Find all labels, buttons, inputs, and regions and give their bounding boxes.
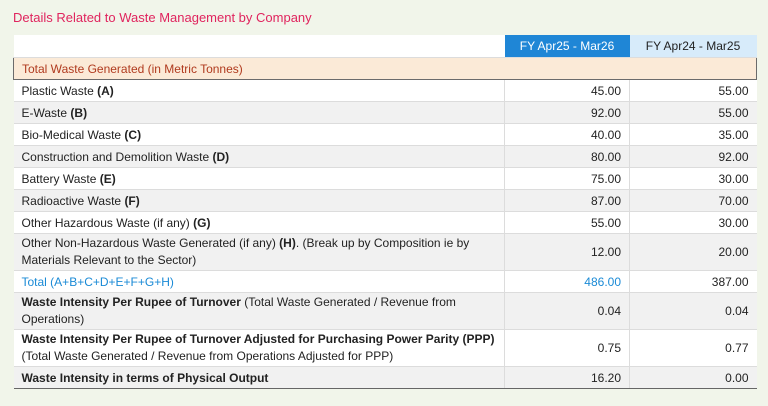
header-blank-cell xyxy=(13,35,505,58)
row-label-text: Battery Waste xyxy=(21,171,100,186)
value-previous-fy: 0.77 xyxy=(629,329,757,367)
row-label-text: Other Hazardous Waste (if any) xyxy=(21,215,194,230)
table-header-row: FY Apr25 - Mar26 FY Apr24 - Mar25 xyxy=(13,35,757,58)
value-current-fy: 486.00 xyxy=(504,270,630,293)
row-label: Plastic Waste (A) xyxy=(13,79,505,102)
row-label-bold: Waste Intensity Per Rupee of Turnover xyxy=(21,295,241,309)
waste-row: Battery Waste (E) 75.00 30.00 xyxy=(13,167,757,190)
row-label: Waste Intensity in terms of Physical Out… xyxy=(13,366,505,389)
row-label-text: (Total Waste Generated / Revenue from Op… xyxy=(21,349,394,363)
value-current-fy: 92.00 xyxy=(504,101,630,124)
row-label-bold: (A) xyxy=(97,83,114,98)
value-current-fy: 45.00 xyxy=(504,79,630,102)
row-label-bold: (C) xyxy=(124,127,142,142)
row-label-bold: (F) xyxy=(124,193,140,208)
value-previous-fy: 70.00 xyxy=(629,189,757,212)
row-label: Construction and Demolition Waste (D) xyxy=(13,145,505,168)
value-previous-fy: 0.00 xyxy=(629,366,757,389)
row-label: Total (A+B+C+D+E+F+G+H) xyxy=(13,270,505,293)
row-label: Radioactive Waste (F) xyxy=(13,189,505,212)
column-header-previous-fy[interactable]: FY Apr24 - Mar25 xyxy=(629,35,757,58)
intensity-row: Waste Intensity in terms of Physical Out… xyxy=(13,366,757,389)
value-previous-fy: 0.04 xyxy=(629,292,757,330)
row-label-bold: (B) xyxy=(70,105,88,120)
row-label: Battery Waste (E) xyxy=(13,167,505,190)
waste-row: Other Hazardous Waste (if any) (G) 55.00 3… xyxy=(13,211,757,234)
row-label-text: Plastic Waste xyxy=(21,83,98,98)
waste-row: Bio-Medical Waste (C) 40.00 35.00 xyxy=(13,123,757,146)
value-current-fy: 55.00 xyxy=(504,211,630,234)
row-label-text: Total (A+B+C+D+E+F+G+H) xyxy=(21,274,174,289)
row-label-bold: (D) xyxy=(212,149,230,164)
value-current-fy: 75.00 xyxy=(504,167,630,190)
waste-row: Other Non-Hazardous Waste Generated (if … xyxy=(13,233,757,271)
intensity-row: Waste Intensity Per Rupee of Turnover Ad… xyxy=(13,329,757,367)
value-previous-fy: 35.00 xyxy=(629,123,757,146)
waste-management-table: FY Apr25 - Mar26 FY Apr24 - Mar25 Total … xyxy=(13,35,757,389)
waste-row: Radioactive Waste (F) 87.00 70.00 xyxy=(13,189,757,212)
value-previous-fy: 55.00 xyxy=(629,101,757,124)
value-previous-fy: 30.00 xyxy=(629,211,757,234)
waste-row: E-Waste (B) 92.00 55.00 xyxy=(13,101,757,124)
row-label-text: Radioactive Waste xyxy=(21,193,125,208)
row-label-bold: Waste Intensity Per Rupee of Turnover Ad… xyxy=(21,332,495,346)
value-current-fy: 0.04 xyxy=(504,292,630,330)
row-label-bold: (E) xyxy=(99,171,116,186)
waste-row: Construction and Demolition Waste (D) 80.… xyxy=(13,145,757,168)
value-current-fy: 80.00 xyxy=(504,145,630,168)
row-label-text: (Total Waste Generated / Revenue from Op… xyxy=(21,295,456,326)
row-label-bold: (H) xyxy=(279,236,296,250)
value-previous-fy: 387.00 xyxy=(629,270,757,293)
row-label-text: Other Non-Hazardous Waste Generated (if … xyxy=(21,236,280,250)
row-label-text: Construction and Demolition Waste xyxy=(21,149,213,164)
section-title: Details Related to Waste Management by C… xyxy=(13,10,312,25)
row-label-text: E-Waste xyxy=(21,105,71,120)
intensity-row: Waste Intensity Per Rupee of Turnover (T… xyxy=(13,292,757,330)
section-header-label: Total Waste Generated (in Metric Tonnes) xyxy=(13,57,757,80)
row-label: Waste Intensity Per Rupee of Turnover (T… xyxy=(13,292,505,330)
value-previous-fy: 30.00 xyxy=(629,167,757,190)
value-current-fy: 87.00 xyxy=(504,189,630,212)
row-label-text: Bio-Medical Waste xyxy=(21,127,125,142)
column-header-current-fy[interactable]: FY Apr25 - Mar26 xyxy=(504,35,630,58)
value-previous-fy: 20.00 xyxy=(629,233,757,271)
row-label: Other Non-Hazardous Waste Generated (if … xyxy=(13,233,505,271)
value-previous-fy: 92.00 xyxy=(629,145,757,168)
value-current-fy: 16.20 xyxy=(504,366,630,389)
value-current-fy: 40.00 xyxy=(504,123,630,146)
value-current-fy: 12.00 xyxy=(504,233,630,271)
value-current-fy: 0.75 xyxy=(504,329,630,367)
row-label: E-Waste (B) xyxy=(13,101,505,124)
value-previous-fy: 55.00 xyxy=(629,79,757,102)
row-label-text: . (Break up by Composition ie by Materia… xyxy=(21,236,470,267)
waste-row: Plastic Waste (A) 45.00 55.00 xyxy=(13,79,757,102)
row-label: Waste Intensity Per Rupee of Turnover Ad… xyxy=(13,329,505,367)
section-header-row: Total Waste Generated (in Metric Tonnes) xyxy=(13,57,757,80)
row-label: Bio-Medical Waste (C) xyxy=(13,123,505,146)
row-label-bold: (G) xyxy=(193,215,211,230)
row-label: Other Hazardous Waste (if any) (G) xyxy=(13,211,505,234)
total-row: Total (A+B+C+D+E+F+G+H) 486.00 387.00 xyxy=(13,270,757,293)
row-label-bold: Waste Intensity in terms of Physical Out… xyxy=(21,370,269,385)
